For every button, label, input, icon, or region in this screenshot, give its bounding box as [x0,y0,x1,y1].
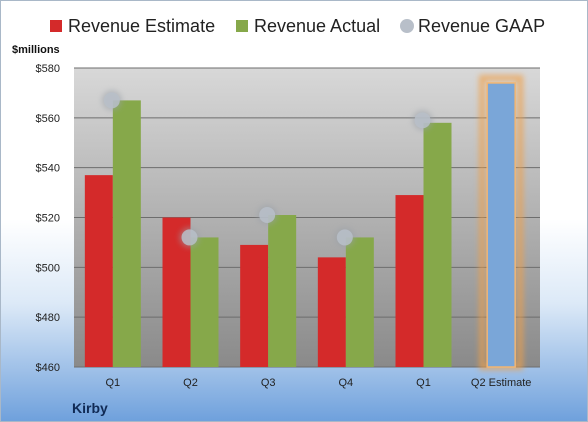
bar-revenue-actual [112,100,141,368]
bar-revenue-actual [423,122,452,367]
legend-swatch-revenue-actual [236,20,248,32]
legend-label-revenue-estimate: Revenue Estimate [68,16,216,36]
gaap-point [103,92,120,109]
legend-swatch-revenue-estimate [50,20,62,32]
bar-revenue-estimate [84,175,113,367]
bar-revenue-actual [345,237,374,367]
bar-revenue-estimate [240,244,269,367]
gaap-point [259,207,276,224]
y-tick-label: $520 [36,213,60,225]
gaap-point [414,112,431,129]
bar-q2-estimate [486,82,516,368]
gaap-point [336,229,353,246]
x-tick-label: Q3 [261,377,276,389]
bar-revenue-actual [190,237,219,367]
gaap-point [181,229,198,246]
legend-label-revenue-actual: Revenue Actual [254,16,381,36]
y-tick-label: $500 [36,262,60,274]
legend-label-revenue-gaap: Revenue GAAP [418,16,546,36]
y-tick-label: $560 [36,113,60,125]
x-tick-label: Q2 [183,377,198,389]
y-tick-label: $540 [36,163,60,175]
x-tick-label: Q1 [416,377,431,389]
bar-revenue-estimate [395,195,424,367]
bar-revenue-actual [268,215,297,367]
x-tick-label: Q4 [338,377,353,389]
x-tick-label: Q1 [105,377,120,389]
x-tick-label: Q2 Estimate [471,377,532,389]
y-unit-label: $millions [12,44,60,56]
y-tick-label: $460 [36,362,60,374]
company-name: Kirby [72,400,108,416]
bar-revenue-estimate [317,257,346,367]
legend-swatch-revenue-gaap [400,19,414,33]
y-tick-label: $480 [36,312,60,324]
y-tick-label: $580 [36,63,60,75]
